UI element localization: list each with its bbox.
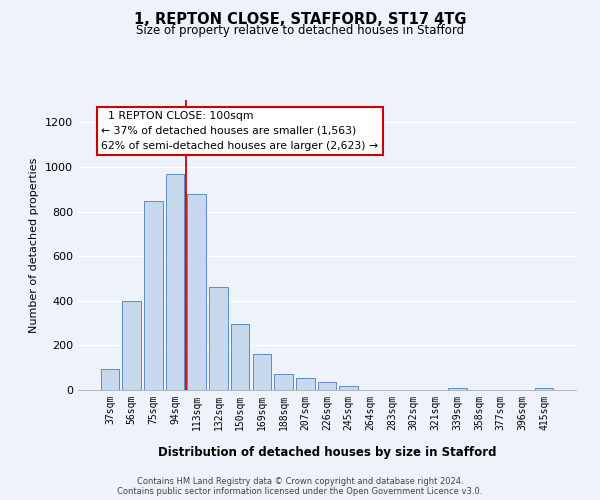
Text: Contains public sector information licensed under the Open Government Licence v3: Contains public sector information licen… (118, 486, 482, 496)
Y-axis label: Number of detached properties: Number of detached properties (29, 158, 40, 332)
Bar (318, 382, 336, 390)
Bar (166, 174, 184, 390)
Text: 1, REPTON CLOSE, STAFFORD, ST17 4TG: 1, REPTON CLOSE, STAFFORD, ST17 4TG (134, 12, 466, 28)
Text: Size of property relative to detached houses in Stafford: Size of property relative to detached ho… (136, 24, 464, 37)
Bar (340, 386, 358, 390)
Bar (296, 378, 314, 390)
Bar (253, 354, 271, 390)
Bar (122, 301, 141, 390)
Bar (231, 324, 250, 390)
Bar (209, 288, 227, 390)
Bar (448, 388, 467, 390)
Bar (187, 194, 206, 390)
Text: Contains HM Land Registry data © Crown copyright and database right 2024.: Contains HM Land Registry data © Crown c… (137, 476, 463, 486)
Bar (144, 201, 163, 390)
Text: Distribution of detached houses by size in Stafford: Distribution of detached houses by size … (158, 446, 496, 459)
Bar (535, 388, 553, 390)
Bar (274, 374, 293, 390)
Text: 1 REPTON CLOSE: 100sqm  
← 37% of detached houses are smaller (1,563)
62% of sem: 1 REPTON CLOSE: 100sqm ← 37% of detached… (101, 111, 379, 151)
Bar (101, 369, 119, 390)
